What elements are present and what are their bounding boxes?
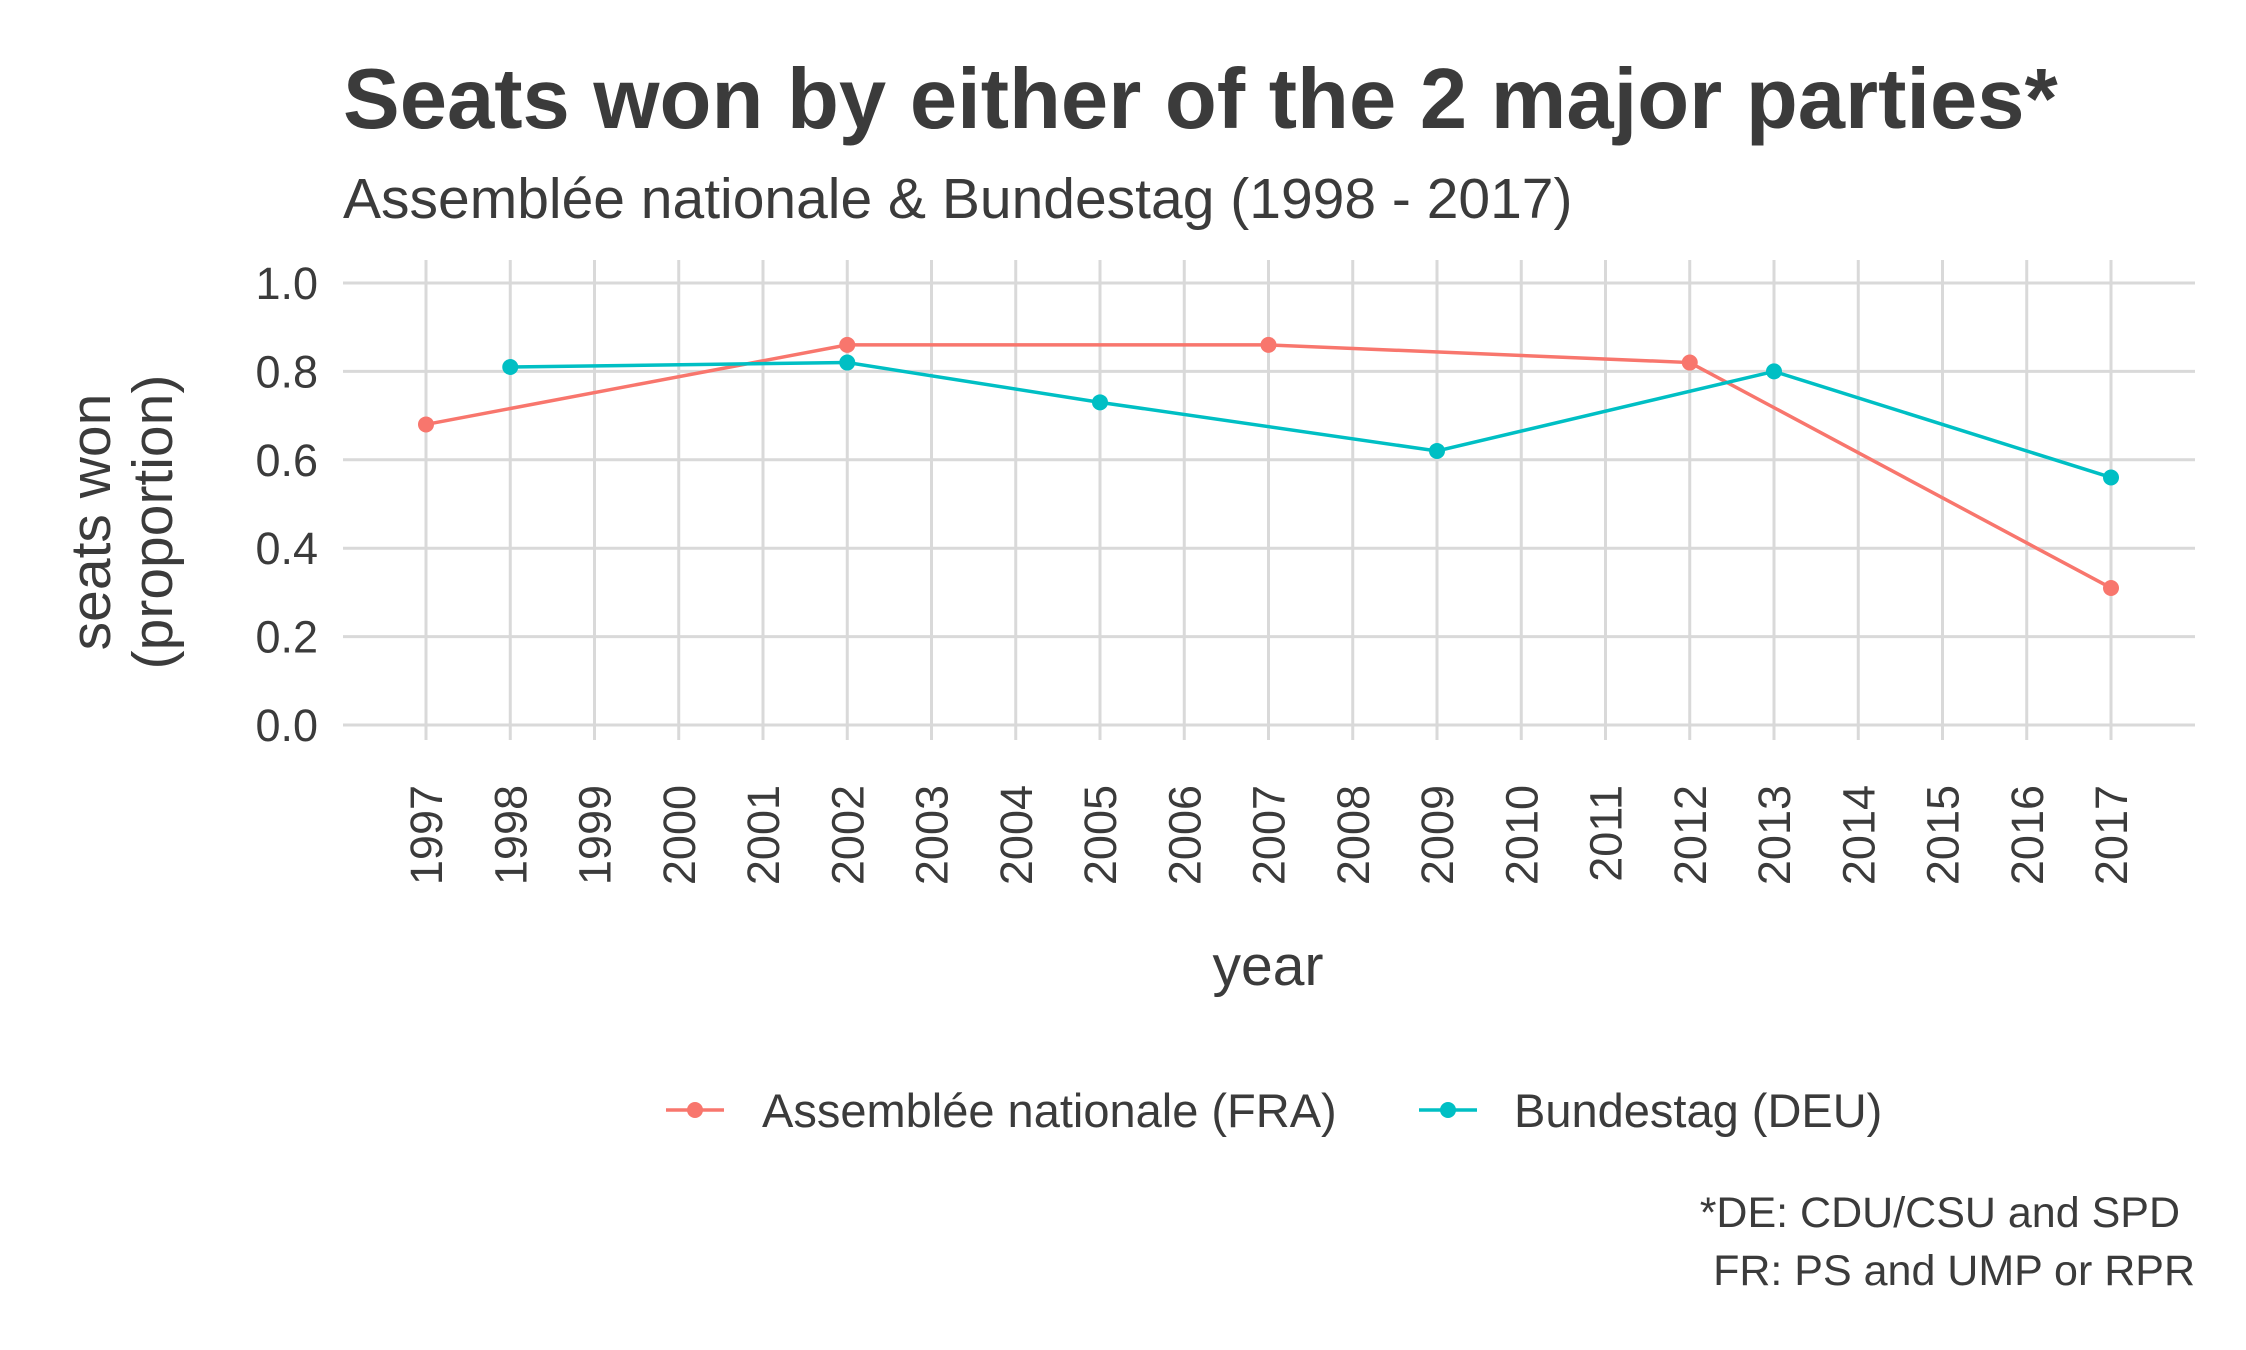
y-axis-title-line-1: seats won (59, 394, 123, 651)
y-tick-label: 0.8 (255, 346, 318, 397)
legend-key-dot-fra (687, 1102, 703, 1118)
y-axis-title: seats won (proportion) (59, 375, 185, 670)
caption-line-2: FR: PS and UMP or RPR (1713, 1247, 2195, 1295)
chart-subtitle: Assemblée nationale & Bundestag (1998 - … (343, 167, 1572, 231)
x-tick-label: 2015 (1918, 785, 1969, 885)
caption: *DE: CDU/CSU and SPD FR: PS and UMP or R… (1700, 1189, 2195, 1295)
legend-key-dot-deu (1440, 1102, 1456, 1118)
data-point (418, 416, 434, 433)
caption-line-1: *DE: CDU/CSU and SPD (1700, 1189, 2180, 1237)
x-tick-label: 2012 (1665, 785, 1716, 885)
data-point (839, 354, 856, 371)
data-point (2103, 469, 2119, 486)
data-point (839, 336, 856, 353)
y-tick-label: 1.0 (255, 258, 318, 309)
data-point (1429, 442, 1445, 459)
legend-label-deu: Bundestag (DEU) (1514, 1084, 1882, 1137)
x-tick-label: 1999 (570, 785, 621, 885)
y-axis-title-line-2: (proportion) (121, 375, 185, 670)
data-point (502, 358, 519, 375)
x-tick-label: 1998 (485, 785, 536, 885)
x-tick-label: 2000 (654, 785, 705, 885)
x-tick-label: 2009 (1412, 785, 1463, 885)
x-tick-label: 2008 (1328, 785, 1379, 885)
data-point (1260, 336, 1277, 353)
legend-label-fra: Assemblée nationale (FRA) (762, 1084, 1337, 1137)
y-axis-ticks: 0.0 0.2 0.4 0.6 0.8 1.0 (255, 258, 318, 751)
x-tick-label: 2003 (907, 785, 958, 885)
x-tick-label: 2016 (2002, 785, 2053, 885)
data-point (2103, 579, 2119, 596)
data-point (1092, 394, 1108, 411)
x-axis-title: year (1213, 934, 1324, 998)
x-tick-label: 2010 (1496, 785, 1547, 885)
data-point (1766, 363, 1782, 380)
x-tick-label: 2004 (991, 785, 1042, 885)
y-tick-label: 0.6 (255, 435, 318, 486)
y-tick-label: 0.0 (255, 700, 318, 751)
x-tick-label: 2011 (1581, 785, 1632, 882)
data-point (1681, 354, 1698, 371)
x-tick-label: 2007 (1244, 785, 1295, 885)
legend: Assemblée nationale (FRA) Bundestag (DEU… (666, 1084, 1882, 1137)
legend-item-fra: Assemblée nationale (FRA) (666, 1084, 1337, 1137)
x-tick-label: 1997 (401, 785, 452, 885)
y-tick-label: 0.2 (255, 612, 318, 663)
series-lines (418, 336, 2119, 596)
chart-title: Seats won by either of the 2 major parti… (343, 52, 2058, 147)
series-line (510, 360, 2112, 480)
y-tick-label: 0.4 (255, 523, 318, 574)
x-tick-label: 2006 (1159, 785, 1210, 885)
x-axis-ticks: 1997 1998 1999 2000 2001 2002 2003 2004 2005 2006… (401, 785, 2137, 885)
gridlines (343, 260, 2195, 740)
legend-item-deu: Bundestag (DEU) (1419, 1084, 1882, 1137)
x-tick-label: 2002 (822, 785, 873, 885)
x-tick-label: 2014 (1833, 785, 1884, 885)
x-tick-label: 2005 (1075, 785, 1126, 885)
x-tick-label: 2017 (2086, 785, 2137, 885)
x-tick-label: 2013 (1749, 785, 1800, 885)
x-tick-label: 2001 (738, 785, 789, 885)
